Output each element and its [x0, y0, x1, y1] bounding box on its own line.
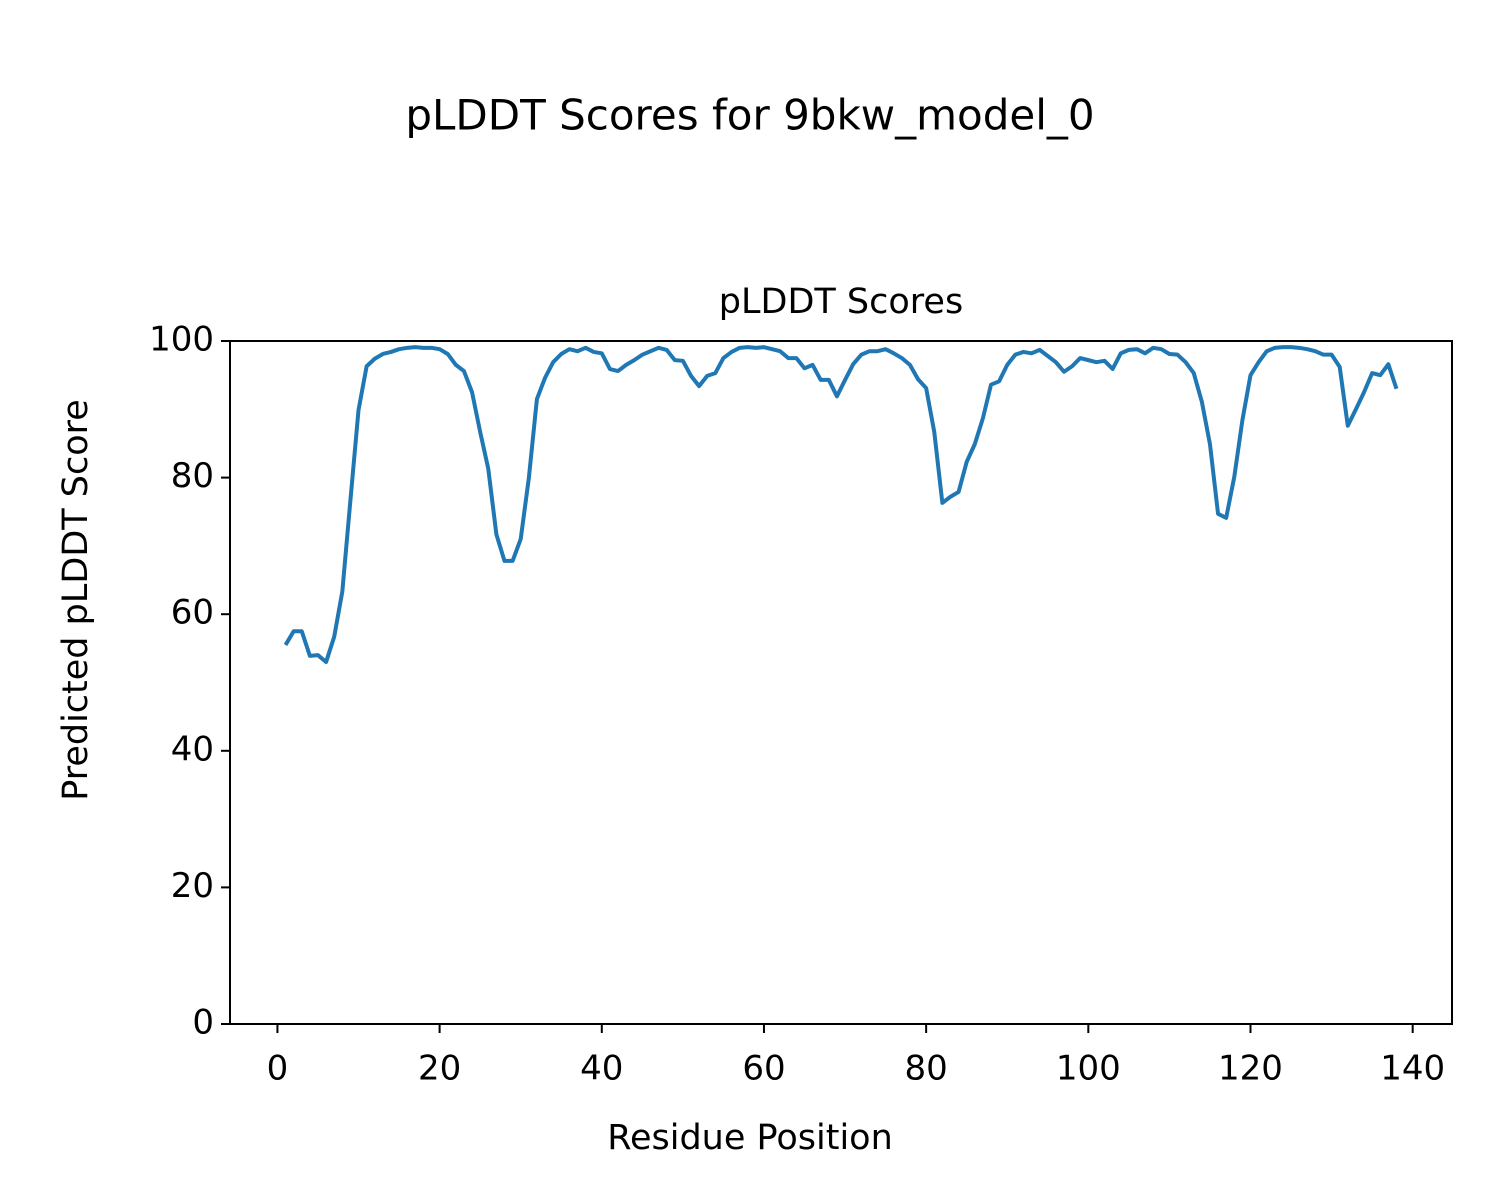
y-tick-label: 0 — [192, 1003, 214, 1043]
data-line — [283, 345, 1399, 665]
x-axis-label: Residue Position — [607, 1118, 893, 1158]
plot-frame — [229, 340, 1453, 1025]
y-tick-label: 100 — [149, 320, 214, 360]
x-tick-label: 20 — [418, 1049, 461, 1089]
y-tick-label: 80 — [171, 456, 214, 496]
x-tick-label: 60 — [742, 1049, 785, 1089]
x-tick-label: 40 — [580, 1049, 623, 1089]
x-tick-label: 0 — [267, 1049, 289, 1089]
y-tick-label: 40 — [171, 729, 214, 769]
x-tick-label: 120 — [1218, 1049, 1283, 1089]
x-tick-label: 100 — [1056, 1049, 1121, 1089]
y-tick-label: 20 — [171, 866, 214, 906]
figure-title: pLDDT Scores for 9bkw_model_0 — [405, 91, 1094, 140]
y-tick-label: 60 — [171, 593, 214, 633]
y-axis-label: Predicted pLDDT Score — [56, 399, 96, 801]
axes-title: pLDDT Scores — [719, 282, 963, 322]
x-tick-label: 140 — [1380, 1049, 1445, 1089]
x-tick-label: 80 — [905, 1049, 948, 1089]
